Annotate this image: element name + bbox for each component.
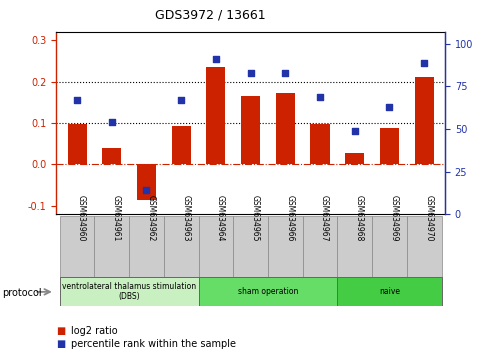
Point: [385, 104, 392, 110]
Bar: [198, 277, 337, 306]
Point: [315, 94, 323, 99]
Bar: [371, 216, 406, 278]
Point: [108, 119, 116, 125]
Text: naive: naive: [378, 287, 399, 296]
Bar: [129, 216, 163, 278]
Bar: [345, 153, 364, 165]
Bar: [379, 129, 398, 165]
Text: GSM634967: GSM634967: [319, 195, 328, 241]
Point: [212, 56, 220, 62]
Bar: [310, 124, 329, 165]
Text: GSM634961: GSM634961: [112, 195, 121, 241]
Text: log2 ratio: log2 ratio: [71, 326, 117, 336]
Text: GSM634970: GSM634970: [423, 195, 432, 241]
Point: [350, 128, 358, 133]
Point: [73, 97, 81, 103]
Text: GSM634960: GSM634960: [77, 195, 86, 241]
Text: GSM634965: GSM634965: [250, 195, 259, 241]
Point: [177, 97, 185, 103]
Bar: [137, 165, 156, 200]
Text: ventrolateral thalamus stimulation
(DBS): ventrolateral thalamus stimulation (DBS): [62, 282, 196, 301]
Bar: [233, 216, 267, 278]
Text: ■: ■: [56, 339, 65, 349]
Bar: [60, 216, 94, 278]
Text: ■: ■: [56, 326, 65, 336]
Bar: [60, 277, 198, 306]
Point: [142, 188, 150, 193]
Point: [419, 60, 427, 65]
Bar: [337, 277, 441, 306]
Text: GSM634966: GSM634966: [285, 195, 294, 241]
Bar: [102, 148, 121, 165]
Text: percentile rank within the sample: percentile rank within the sample: [71, 339, 235, 349]
Text: GSM634964: GSM634964: [216, 195, 224, 241]
Bar: [67, 124, 86, 165]
Bar: [337, 216, 371, 278]
Bar: [406, 216, 441, 278]
Bar: [94, 216, 129, 278]
Bar: [163, 216, 198, 278]
Bar: [267, 216, 302, 278]
Text: GSM634968: GSM634968: [354, 195, 363, 241]
Point: [246, 70, 254, 76]
Bar: [302, 216, 337, 278]
Text: GSM634962: GSM634962: [146, 195, 155, 241]
Bar: [198, 216, 233, 278]
Text: GSM634969: GSM634969: [388, 195, 398, 241]
Point: [281, 70, 288, 76]
Bar: [206, 67, 225, 165]
Bar: [171, 126, 190, 165]
Bar: [241, 96, 260, 165]
Text: sham operation: sham operation: [237, 287, 298, 296]
Text: protocol: protocol: [2, 288, 42, 298]
Text: GDS3972 / 13661: GDS3972 / 13661: [155, 9, 265, 22]
Text: GSM634963: GSM634963: [181, 195, 190, 241]
Bar: [275, 93, 294, 165]
Bar: [414, 76, 433, 165]
